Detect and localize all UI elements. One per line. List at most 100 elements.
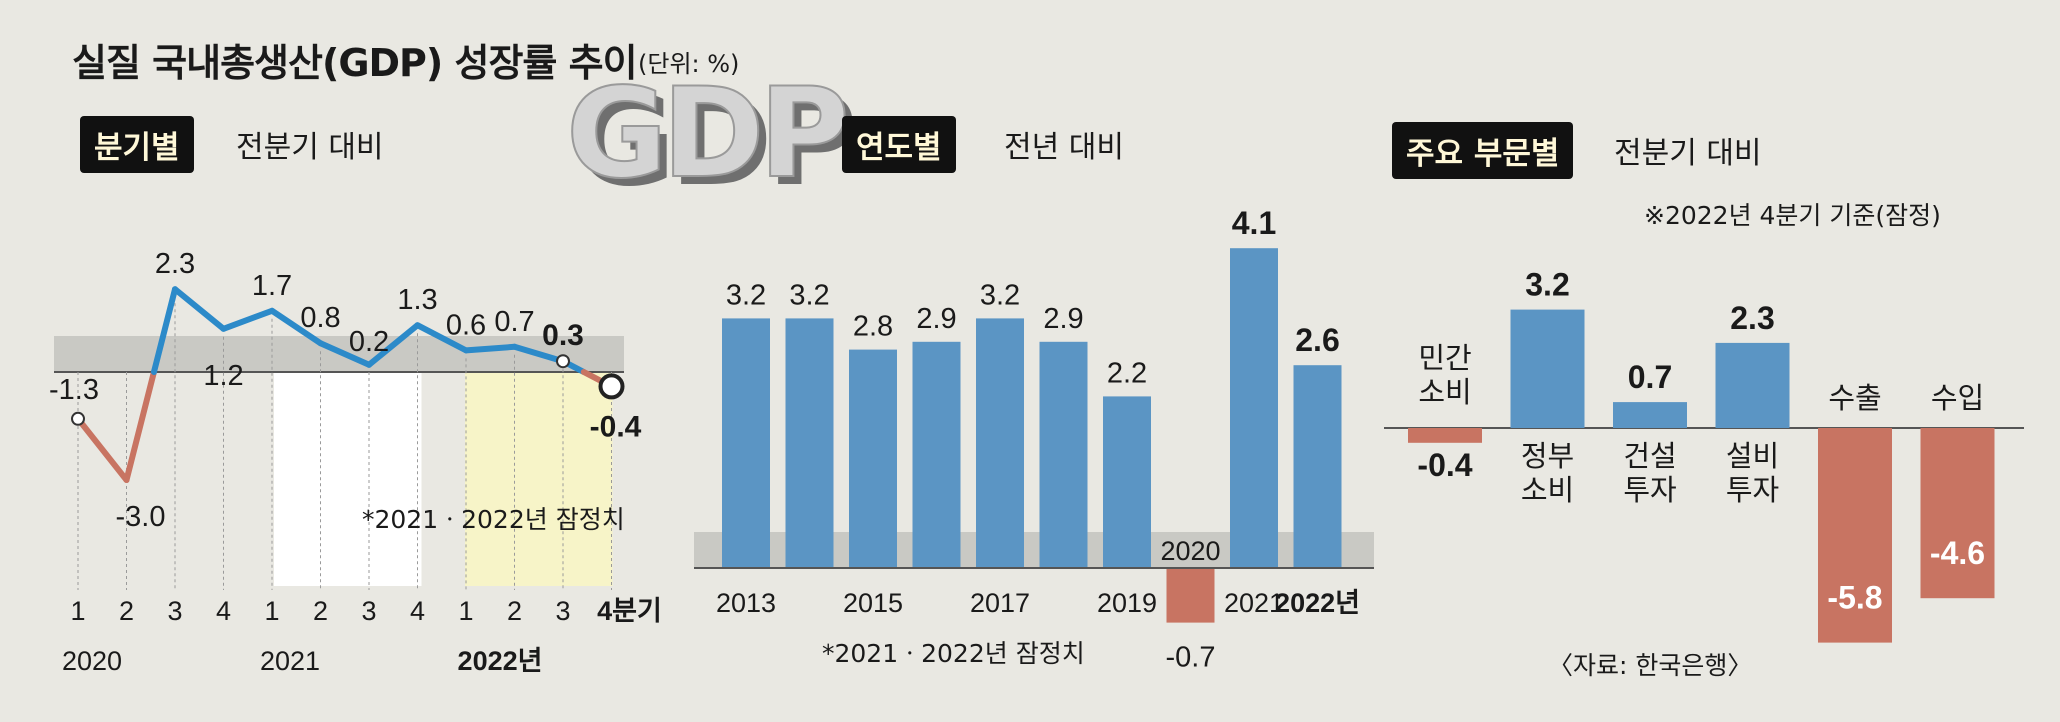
bar (1613, 402, 1687, 428)
series-segment (172, 286, 227, 332)
bar (1818, 428, 1892, 643)
data-label: 2.9 (916, 303, 956, 335)
sector-badge: 주요 부문별 (1392, 122, 1574, 179)
bar (976, 318, 1024, 568)
series-segment (366, 322, 421, 368)
gdp-logo-face: GDP (566, 62, 845, 206)
x-tick-label: 1 (264, 596, 279, 626)
category-label: 수출 (1828, 381, 1881, 415)
category-label: 투자 (1623, 473, 1676, 507)
quarterly-chart: -1.3 -3.0 2.3 1.2 1.70.8 0.21.3 0.6 0.7 0.3 -0.4 1… (49, 248, 662, 676)
category-label: 정부 (1521, 439, 1574, 473)
bar (912, 341, 961, 568)
data-label: 1.2 (203, 360, 243, 392)
category-label: 수입 (1931, 381, 1984, 415)
bar (1039, 341, 1088, 568)
series-segment (317, 340, 372, 368)
category-label: 설비 (1726, 439, 1779, 473)
data-label: 2.3 (155, 248, 195, 280)
data-label: 0.2 (349, 326, 389, 358)
x-tick-label: 2020 (1160, 536, 1220, 566)
bar (1166, 568, 1215, 623)
bar (785, 318, 834, 568)
data-label: -0.4 (590, 410, 642, 443)
sector-chart: -0.4민간소비3.2정부소비0.7건설투자2.3설비투자-5.8수출-4.6수… (1384, 267, 2024, 643)
data-label: 2.8 (853, 311, 893, 343)
data-label: 2.9 (1043, 303, 1083, 335)
annual-badge: 연도별 (842, 116, 956, 173)
x-tick-label: 2 (507, 596, 522, 626)
data-label: -1.3 (49, 374, 99, 406)
x-tick-label: 3 (361, 596, 376, 626)
x-tick-label: 2013 (716, 588, 776, 618)
x-tick-label: 3 (167, 596, 182, 626)
data-label: -0.4 (1417, 447, 1472, 483)
bar (1408, 428, 1482, 443)
x-tick-label: 2 (313, 596, 328, 626)
series-segment (511, 343, 566, 365)
highlight-2022 (465, 372, 613, 586)
data-label: 0.8 (300, 302, 340, 334)
data-label: 3.2 (726, 279, 766, 311)
data-label: 2.3 (1730, 300, 1774, 336)
data-label: 0.6 (446, 309, 486, 341)
quarterly-badge: 분기별 (80, 116, 194, 173)
annual-subtitle: 전년 대비 (1004, 130, 1124, 165)
x-tick-label: 4 (216, 596, 231, 626)
sector-subtitle: 전분기 대비 (1614, 136, 1762, 171)
data-label: 0.3 (542, 319, 584, 352)
data-label: -5.8 (1827, 580, 1882, 616)
bar (1230, 248, 1278, 568)
data-label: 1.7 (252, 270, 292, 302)
x-tick-label: 1 (70, 596, 85, 626)
x-tick-label: 1 (458, 596, 473, 626)
series-segment (414, 322, 469, 354)
series-segment (220, 307, 275, 332)
data-label: 3.2 (980, 279, 1020, 311)
x-tick-label: 2 (119, 596, 134, 626)
sector-note: ※2022년 4분기 기준(잠정) (1644, 201, 1941, 230)
series-segment (150, 286, 178, 375)
bar (849, 349, 897, 568)
series-segment (75, 415, 130, 483)
x-tick-label: 4 (410, 596, 425, 626)
quarterly-note: *2021ㆍ2022년 잠정치 (362, 505, 625, 534)
annual-note: *2021ㆍ2022년 잠정치 (822, 639, 1085, 668)
data-label: 0.7 (494, 306, 534, 338)
x-tick-label: 4분기 (597, 596, 662, 626)
data-label: 0.7 (1628, 359, 1672, 395)
gdp-logo-shadow: GDP (574, 70, 853, 214)
category-label: 민간 (1418, 341, 1471, 375)
data-label: 3.2 (1525, 267, 1569, 303)
year-label: 2022년 (458, 646, 543, 676)
series-segment (123, 369, 157, 483)
bar (1103, 396, 1151, 568)
annual-chart: 3.2 2013 3.2 2.8 2015 2.9 3.2 2017 2.9 2.2 2019 -0.… (694, 205, 1374, 674)
x-tick-label: 2022년 (1275, 588, 1360, 618)
series-segment (463, 343, 518, 354)
band-2021 (274, 372, 422, 586)
data-label: 3.2 (789, 279, 829, 311)
bar (1715, 342, 1790, 428)
page-title: 실질 국내총생산(GDP) 성장률 추이 (72, 41, 638, 85)
data-label: -4.6 (1930, 535, 1985, 571)
end-point (598, 373, 625, 400)
x-tick-label: 2019 (1097, 588, 1157, 618)
data-label: 4.1 (1232, 205, 1276, 241)
unit-label: (단위: %) (638, 50, 740, 78)
category-label: 투자 (1726, 473, 1779, 507)
bar (1510, 309, 1585, 428)
x-tick-label: 3 (555, 596, 570, 626)
bar (1293, 365, 1342, 568)
x-tick-label: 2021 (1224, 588, 1284, 618)
bar (722, 318, 770, 568)
point-q3-2022 (556, 354, 570, 369)
year-label: 2021 (260, 646, 320, 676)
source-label: 〈자료: 한국은행〉 (1548, 651, 1753, 680)
data-label: 2.2 (1107, 357, 1147, 389)
data-label: -0.7 (1166, 642, 1216, 674)
x-tick-label: 2015 (843, 588, 903, 618)
